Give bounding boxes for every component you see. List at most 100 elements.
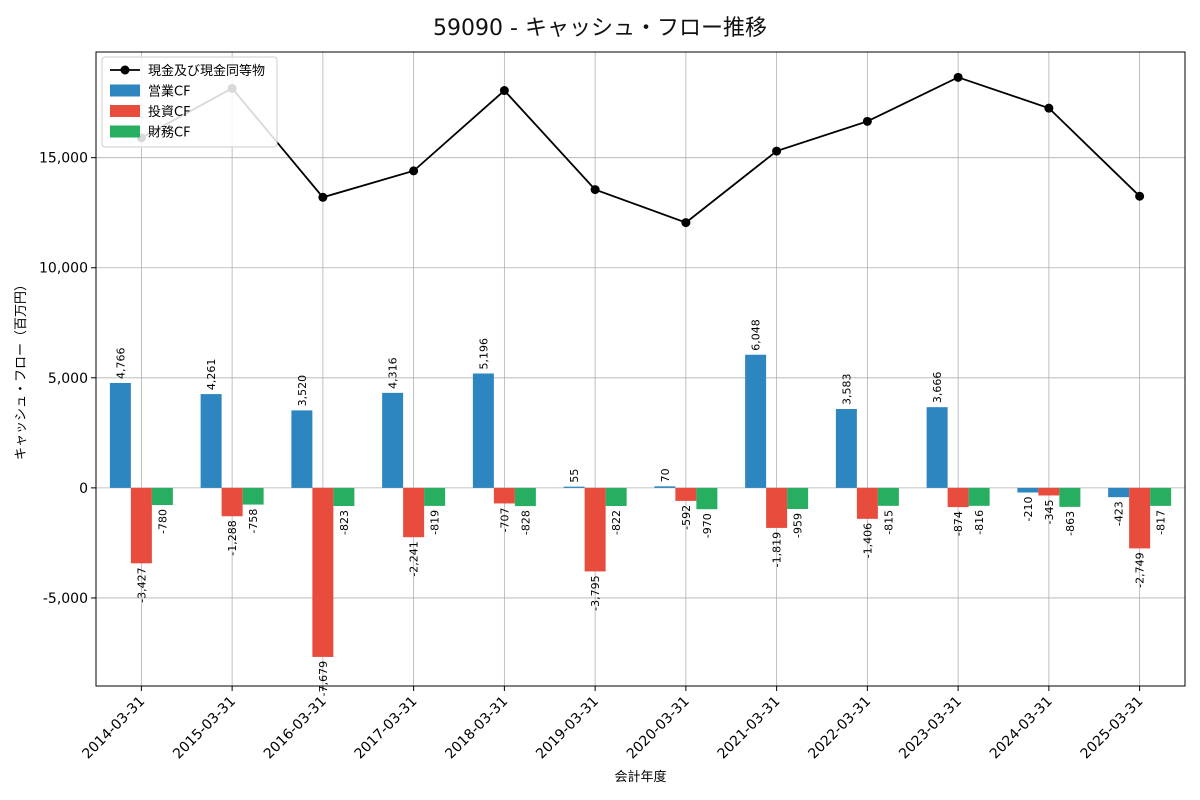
data-label: 70	[659, 468, 672, 482]
cash-point	[772, 146, 782, 156]
data-label-layer: 4,766 4,261 3,520 4,316 5,196 55 70 6,048 3,583 3…	[114, 319, 1167, 696]
data-label: -819	[429, 510, 442, 535]
x-tick-label: 2018-03-31	[442, 694, 511, 763]
data-label: 4,316	[387, 357, 400, 389]
bar-1-7	[766, 487, 788, 528]
cash-point	[409, 166, 419, 176]
data-label: -758	[247, 509, 260, 534]
x-tick-label: 2023-03-31	[896, 694, 965, 763]
bar-1-0	[130, 487, 152, 564]
legend-label: 投資CF	[148, 104, 191, 120]
x-tick-label: 2014-03-31	[79, 694, 148, 763]
data-label: -823	[338, 510, 351, 535]
cash-point	[953, 72, 963, 82]
bar-0-7	[745, 354, 767, 488]
chart-title: 59090 - キャッシュ・フロー推移	[433, 16, 767, 41]
y-tick-label: 5,000	[48, 371, 88, 387]
bar-2-6	[696, 487, 718, 510]
data-label: 55	[568, 469, 581, 483]
bar-0-1	[200, 394, 222, 488]
x-axis-label: 会計年度	[614, 769, 666, 785]
cash-point	[590, 185, 600, 195]
y-tick-label: -5,000	[43, 591, 88, 607]
legend-marker	[120, 65, 130, 75]
x-tick-label: 2020-03-31	[624, 694, 693, 763]
bar-0-5	[563, 486, 585, 488]
plot-frame	[95, 51, 1186, 687]
bar-0-4	[472, 373, 494, 488]
data-label: -210	[1022, 496, 1035, 521]
data-label: -822	[610, 510, 623, 535]
cash-point	[318, 192, 328, 202]
x-tick-label: 2017-03-31	[352, 694, 421, 763]
data-label: 5,196	[477, 338, 490, 370]
data-label: -1,406	[861, 523, 874, 558]
bar-1-5	[584, 487, 606, 572]
bar-2-3	[424, 487, 446, 506]
data-label: 4,261	[205, 359, 218, 391]
bar-1-2	[312, 487, 334, 657]
bar-1-3	[403, 487, 425, 538]
bar-2-5	[605, 487, 627, 506]
data-label: -2,749	[1134, 552, 1147, 587]
data-label: -959	[792, 513, 805, 538]
line-layer	[136, 72, 1145, 228]
data-label: -3,795	[589, 575, 602, 610]
data-label: -874	[952, 511, 965, 536]
bar-2-8	[877, 487, 899, 506]
cash-point	[499, 86, 509, 96]
data-label: 3,583	[840, 373, 853, 405]
legend-label: 現金及び現金同等物	[148, 63, 265, 79]
bar-1-4	[493, 487, 515, 504]
data-label: -592	[680, 505, 693, 530]
data-label: -707	[498, 507, 511, 532]
bar-1-10	[1038, 487, 1060, 496]
data-label: 6,048	[750, 319, 763, 351]
bar-2-0	[151, 487, 173, 506]
bar-0-6	[654, 486, 676, 488]
bar-0-10	[1017, 487, 1039, 493]
x-tick-label: 2022-03-31	[805, 694, 874, 763]
bar-2-4	[514, 487, 536, 507]
bar-layer	[109, 354, 1172, 657]
data-label: -863	[1064, 511, 1077, 536]
x-tick-label: 2024-03-31	[987, 694, 1056, 763]
data-label: 3,666	[931, 372, 944, 404]
data-label: -815	[882, 510, 895, 535]
data-label: -345	[1043, 499, 1056, 524]
cash-point	[681, 218, 691, 228]
bar-1-1	[221, 487, 243, 517]
cash-point	[862, 116, 872, 126]
data-label: -2,241	[408, 541, 421, 576]
x-tick-label: 2021-03-31	[715, 694, 784, 763]
legend-bar-swatch	[110, 84, 140, 97]
bar-0-9	[926, 407, 948, 488]
bar-2-10	[1059, 487, 1081, 507]
data-label: -780	[156, 509, 169, 534]
bar-1-9	[947, 487, 969, 508]
bar-1-6	[675, 487, 697, 501]
y-tick-label: 15,000	[39, 151, 88, 167]
data-label: 3,520	[296, 375, 309, 407]
cash-line	[140, 76, 1141, 224]
x-tick-label: 2016-03-31	[261, 694, 330, 763]
bar-0-3	[382, 392, 404, 488]
legend-label: 財務CF	[148, 126, 191, 141]
legend-bar-swatch	[110, 125, 140, 138]
grid-layer	[96, 52, 1185, 686]
data-label: -7,679	[317, 661, 330, 696]
data-label: -817	[1155, 510, 1168, 535]
data-label: -1,288	[226, 520, 239, 555]
data-label: -3,427	[135, 567, 148, 602]
bar-0-0	[109, 382, 131, 488]
data-label: -970	[701, 513, 714, 538]
y-tick-label: 10,000	[39, 261, 88, 277]
data-label: -828	[519, 510, 532, 535]
bar-0-2	[291, 410, 313, 488]
x-tick-label: 2015-03-31	[170, 694, 239, 763]
data-label: -816	[973, 510, 986, 535]
cash-point	[1044, 103, 1054, 113]
